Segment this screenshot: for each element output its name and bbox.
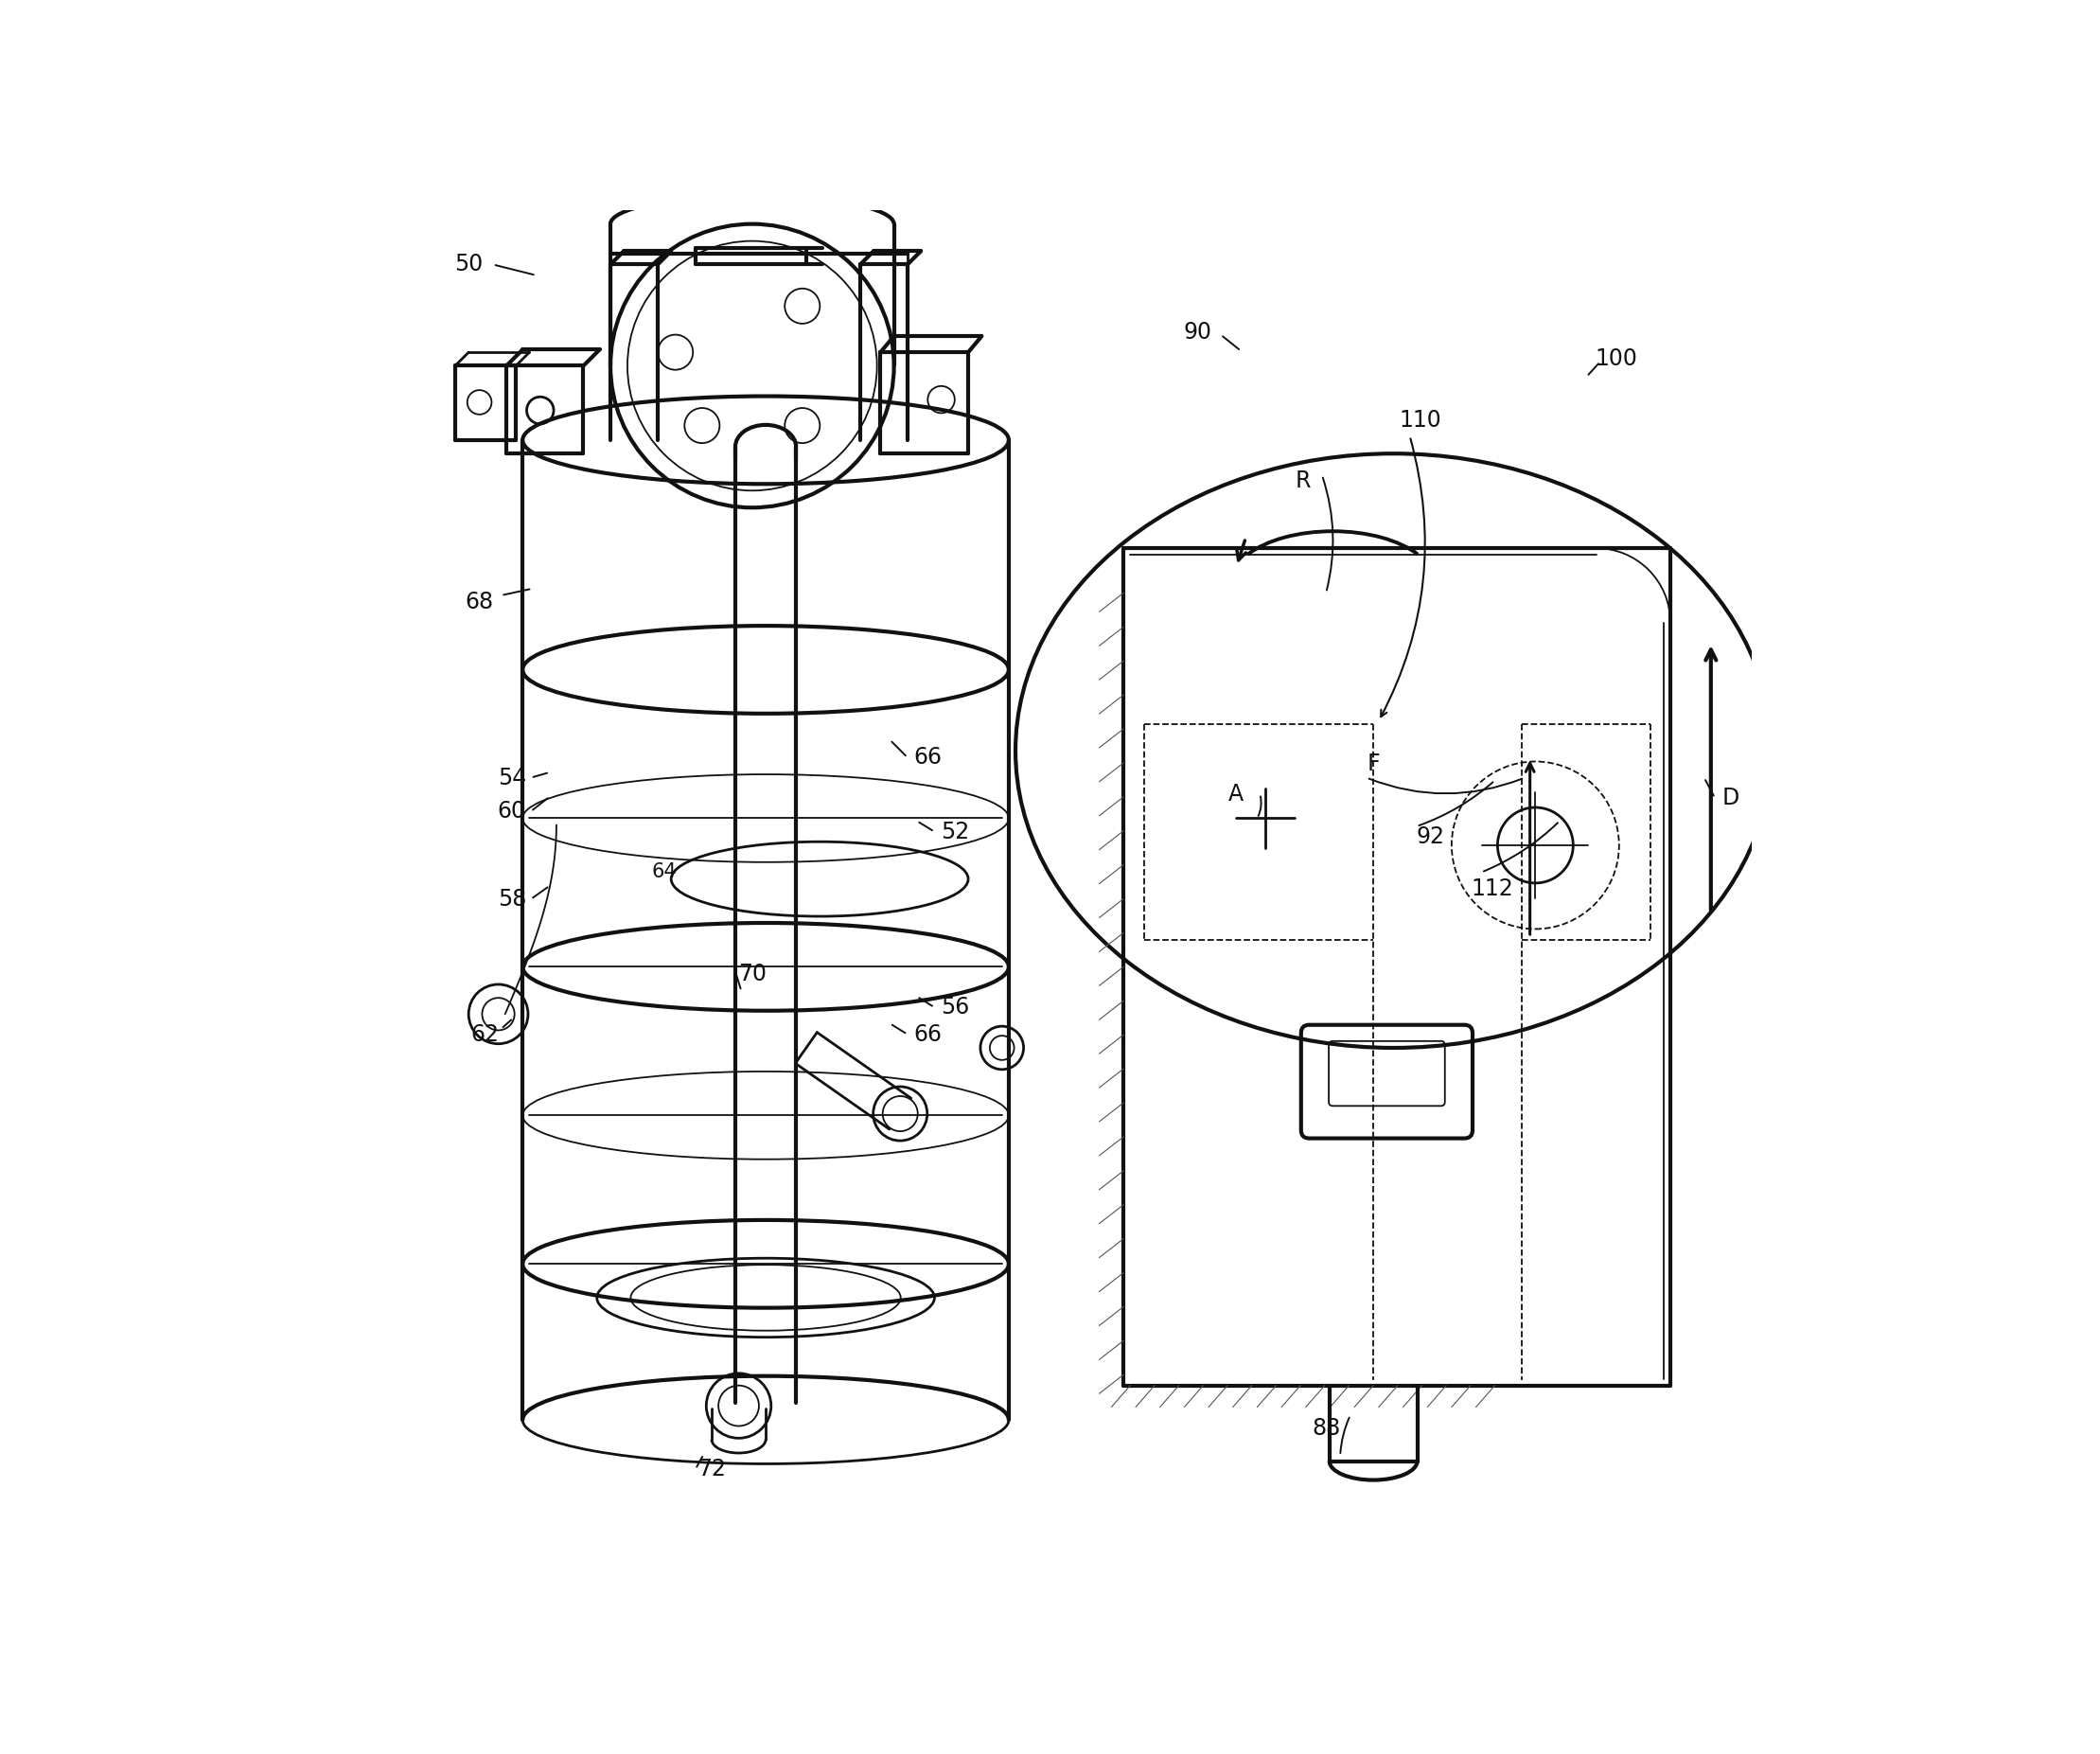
Text: 70: 70 xyxy=(737,963,766,986)
Text: A: A xyxy=(1228,782,1243,805)
Text: 58: 58 xyxy=(498,888,527,910)
Text: 60: 60 xyxy=(498,800,525,823)
Text: 62: 62 xyxy=(470,1023,500,1045)
Text: F: F xyxy=(1367,752,1380,775)
Text: 68: 68 xyxy=(466,591,493,614)
Text: 56: 56 xyxy=(941,996,968,1019)
Text: D: D xyxy=(1722,786,1739,809)
Text: 72: 72 xyxy=(697,1458,727,1480)
Text: 66: 66 xyxy=(914,1023,943,1045)
Text: 110: 110 xyxy=(1399,409,1443,431)
Text: 90: 90 xyxy=(1184,321,1212,344)
Text: 66: 66 xyxy=(914,745,943,768)
Text: 92: 92 xyxy=(1415,826,1445,849)
Text: 50: 50 xyxy=(454,253,483,275)
Text: 54: 54 xyxy=(498,766,527,789)
Text: 100: 100 xyxy=(1596,347,1638,370)
Text: R: R xyxy=(1296,470,1310,491)
Text: 52: 52 xyxy=(941,821,968,844)
Text: 64: 64 xyxy=(651,863,676,882)
Text: 88: 88 xyxy=(1312,1417,1340,1440)
Text: 112: 112 xyxy=(1470,877,1514,900)
